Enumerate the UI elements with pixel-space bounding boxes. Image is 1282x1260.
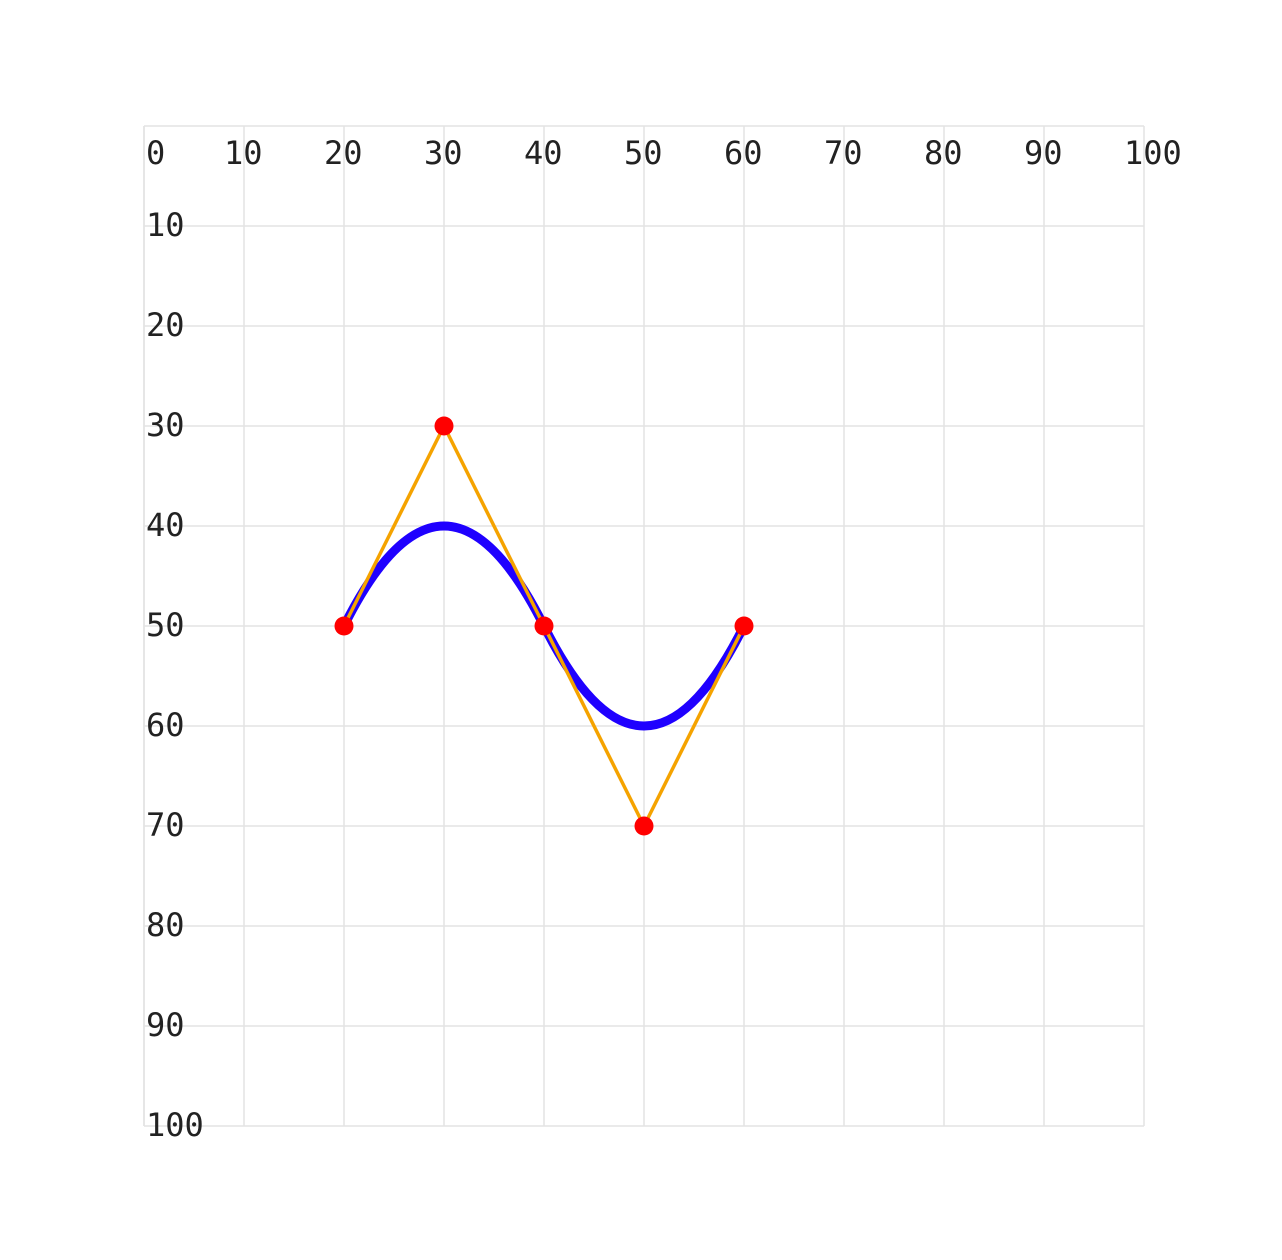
y-tick-label: 20	[146, 306, 185, 344]
y-tick-label: 40	[146, 506, 185, 544]
y-tick-label: 90	[146, 1006, 185, 1044]
y-tick-label: 10	[146, 206, 185, 244]
x-tick-label: 10	[224, 134, 263, 172]
x-tick-label: 50	[624, 134, 663, 172]
x-tick-label: 100	[1124, 134, 1182, 172]
x-tick-label: 20	[324, 134, 363, 172]
y-tick-label: 100	[146, 1106, 204, 1144]
x-tick-label: 0	[146, 134, 165, 172]
y-tick-label: 50	[146, 606, 185, 644]
x-tick-label: 40	[524, 134, 563, 172]
y-tick-label: 60	[146, 706, 185, 744]
y-tick-label: 70	[146, 806, 185, 844]
x-tick-label: 30	[424, 134, 463, 172]
control-point	[534, 616, 554, 636]
control-point	[734, 616, 754, 636]
x-tick-label: 80	[924, 134, 963, 172]
x-tick-label: 90	[1024, 134, 1063, 172]
control-point	[634, 816, 654, 836]
control-point	[334, 616, 354, 636]
y-tick-label: 80	[146, 906, 185, 944]
x-tick-label: 70	[824, 134, 863, 172]
control-point	[434, 416, 454, 436]
x-tick-label: 60	[724, 134, 763, 172]
y-tick-label: 30	[146, 406, 185, 444]
